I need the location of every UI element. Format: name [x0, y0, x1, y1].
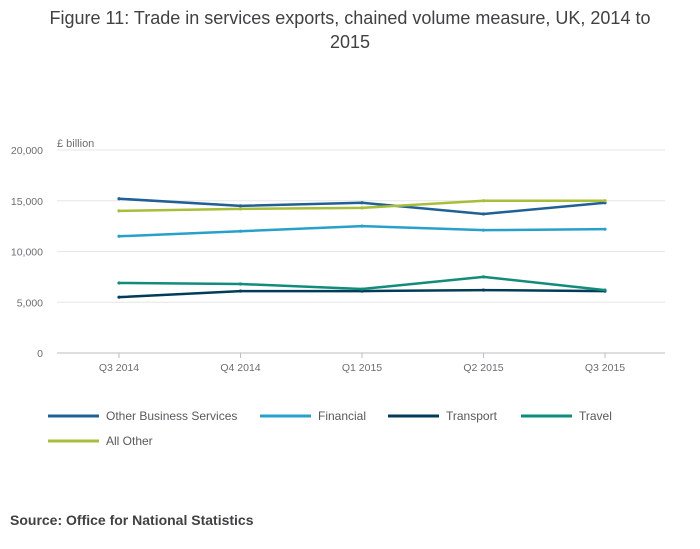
y-tick-label: 5,000: [17, 297, 43, 309]
data-point: [238, 282, 243, 286]
legend-label: Transport: [446, 409, 498, 423]
data-point: [360, 287, 364, 291]
data-point: [238, 229, 243, 233]
data-point: [481, 199, 486, 203]
data-point: [481, 212, 486, 216]
legend-label: Other Business Services: [106, 409, 237, 423]
data-point: [481, 228, 486, 232]
data-point: [603, 227, 607, 231]
legend-label: All Other: [106, 434, 153, 448]
y-tick-label: 10,000: [11, 247, 43, 259]
data-point: [360, 224, 364, 228]
x-tick-label: Q3 2015: [585, 362, 625, 374]
x-tick-label: Q4 2014: [220, 362, 260, 374]
data-point: [238, 289, 243, 293]
y-tick-label: 20,000: [11, 145, 43, 157]
data-point: [360, 201, 364, 205]
legend-label: Travel: [579, 409, 612, 423]
data-point: [117, 197, 121, 201]
data-point: [117, 295, 121, 299]
source-note: Source: Office for National Statistics: [10, 512, 254, 528]
data-point: [117, 234, 121, 238]
legend-label: Financial: [318, 409, 366, 423]
data-point: [360, 206, 364, 210]
data-point: [603, 199, 607, 203]
data-point: [238, 204, 243, 208]
data-point: [117, 209, 121, 213]
x-tick-label: Q2 2015: [463, 362, 503, 374]
chart-title-line-1: Figure 11: Trade in services exports, ch…: [49, 8, 651, 28]
data-point: [238, 207, 243, 211]
data-point: [603, 288, 607, 292]
x-tick-label: Q1 2015: [342, 362, 382, 374]
data-point: [481, 275, 486, 279]
y-axis-unit-label: £ billion: [57, 138, 94, 150]
data-point: [117, 281, 121, 285]
x-tick-label: Q3 2014: [99, 362, 139, 374]
data-point: [481, 288, 486, 292]
chart-title: Figure 11: Trade in services exports, ch…: [0, 6, 700, 54]
chart-title-line-2: 2015: [329, 32, 371, 52]
y-tick-label: 15,000: [11, 196, 43, 208]
y-tick-label: 0: [37, 348, 43, 360]
